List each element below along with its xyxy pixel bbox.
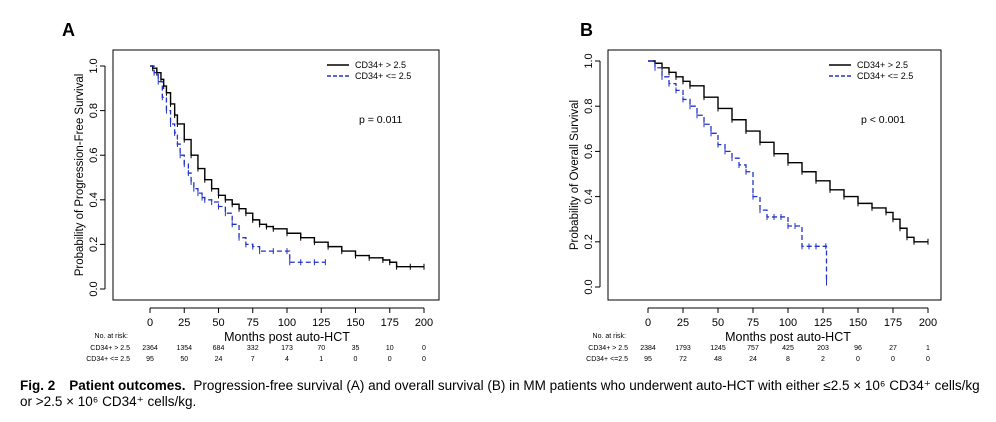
y-tick-label: 0.0 bbox=[88, 281, 100, 296]
x-axis-title: Months post auto-HCT bbox=[725, 330, 851, 344]
y-tick-label: 0.2 bbox=[583, 234, 595, 249]
y-tick-label: 0.8 bbox=[88, 103, 100, 118]
risk-value: 332 bbox=[247, 345, 259, 352]
risk-value: 72 bbox=[679, 356, 687, 363]
risk-value: 0 bbox=[891, 356, 895, 363]
risk-value: 0 bbox=[422, 345, 426, 352]
x-tick-label: 200 bbox=[919, 317, 937, 329]
caption-text: Progression-free survival (A) and overal… bbox=[20, 378, 980, 409]
risk-value: 10 bbox=[386, 345, 394, 352]
risk-value: 0 bbox=[354, 356, 358, 363]
plot-frame bbox=[607, 49, 942, 301]
y-axis-title: Probability of Progression-Free Survival bbox=[74, 74, 86, 277]
panel-b-chart: B0.00.20.40.60.81.00 25 50 75 100 125 150 175 20… bbox=[569, 20, 942, 363]
y-tick-label: 1.0 bbox=[583, 53, 595, 68]
risk-value: 24 bbox=[215, 356, 223, 363]
risk-value: 95 bbox=[644, 356, 652, 363]
x-tick-label: 0 bbox=[645, 317, 651, 329]
y-tick-label: 0.2 bbox=[88, 237, 100, 252]
risk-value: 2364 bbox=[142, 345, 158, 352]
risk-value: 95 bbox=[146, 356, 154, 363]
risk-value: 173 bbox=[281, 345, 293, 352]
series-line-low bbox=[648, 60, 828, 283]
x-axis-title: Months post auto-HCT bbox=[224, 330, 350, 344]
x-tick-label: 0 bbox=[147, 317, 153, 329]
risk-value: 96 bbox=[854, 345, 862, 352]
x-tick-label: 50 bbox=[212, 317, 224, 329]
caption-title: Patient outcomes. bbox=[69, 378, 186, 393]
x-tick-label: 75 bbox=[247, 317, 259, 329]
risk-table-title: No. at risk: bbox=[95, 333, 129, 340]
risk-value: 70 bbox=[317, 345, 325, 352]
y-tick-label: 0.0 bbox=[583, 279, 595, 294]
risk-value: 0 bbox=[422, 356, 426, 363]
legend-label: CD34+ <= 2.5 bbox=[857, 71, 913, 81]
x-tick-label: 25 bbox=[178, 317, 190, 329]
panel-label: A bbox=[62, 20, 75, 40]
figure-caption: Fig. 2 Patient outcomes. Progression-free… bbox=[20, 378, 980, 410]
x-tick-label: 100 bbox=[278, 317, 296, 329]
risk-value: 1793 bbox=[675, 345, 691, 352]
risk-value: 7 bbox=[251, 356, 255, 363]
risk-value: 1 bbox=[319, 356, 323, 363]
risk-table-title: No. at risk: bbox=[593, 333, 627, 340]
series-line-high bbox=[648, 60, 928, 243]
risk-value: 0 bbox=[388, 356, 392, 363]
y-tick-label: 0.6 bbox=[583, 144, 595, 159]
risk-value: 0 bbox=[856, 356, 860, 363]
x-tick-label: 150 bbox=[346, 317, 364, 329]
risk-value: 757 bbox=[747, 345, 759, 352]
risk-value: 24 bbox=[749, 356, 757, 363]
risk-value: 203 bbox=[817, 345, 829, 352]
y-tick-label: 0.4 bbox=[88, 192, 100, 207]
risk-value: 4 bbox=[285, 356, 289, 363]
panel-label: B bbox=[580, 20, 593, 40]
legend-label: CD34+ <= 2.5 bbox=[355, 71, 411, 81]
y-tick-label: 0.4 bbox=[583, 189, 595, 204]
y-tick-label: 1.0 bbox=[88, 58, 100, 73]
p-value-annotation: p < 0.001 bbox=[861, 114, 905, 126]
y-tick-label: 0.6 bbox=[88, 148, 100, 163]
risk-value: 0 bbox=[926, 356, 930, 363]
plot-frame bbox=[112, 49, 440, 301]
risk-row-label: CD34+ > 2.5 bbox=[90, 345, 130, 352]
risk-row-label: CD34+ <=2.5 bbox=[586, 356, 628, 363]
series-line-low bbox=[150, 65, 326, 263]
risk-value: 27 bbox=[889, 345, 897, 352]
risk-row-label: CD34+ <= 2.5 bbox=[86, 356, 130, 363]
y-axis-title: Probability of Overall Survival bbox=[569, 100, 581, 250]
x-tick-label: 100 bbox=[779, 317, 797, 329]
x-tick-label: 25 bbox=[677, 317, 689, 329]
risk-value: 425 bbox=[782, 345, 794, 352]
risk-value: 684 bbox=[213, 345, 225, 352]
legend-label: CD34+ > 2.5 bbox=[355, 60, 406, 70]
x-tick-label: 175 bbox=[381, 317, 399, 329]
caption-fig-label: Fig. 2 bbox=[20, 378, 56, 393]
risk-value: 48 bbox=[714, 356, 722, 363]
y-tick-label: 0.8 bbox=[583, 99, 595, 114]
risk-value: 2384 bbox=[640, 345, 656, 352]
risk-value: 50 bbox=[180, 356, 188, 363]
risk-row-label: CD34+ > 2.5 bbox=[588, 345, 628, 352]
series-line-high bbox=[150, 65, 424, 268]
panel-a-chart: A0.00.20.40.60.81.00 25 50 75 100 125 150 175 20… bbox=[62, 20, 440, 363]
risk-value: 1354 bbox=[176, 345, 192, 352]
legend-label: CD34+ > 2.5 bbox=[857, 60, 908, 70]
risk-value: 35 bbox=[352, 345, 360, 352]
risk-value: 1 bbox=[926, 345, 930, 352]
x-tick-label: 175 bbox=[884, 317, 902, 329]
risk-value: 8 bbox=[786, 356, 790, 363]
x-tick-label: 75 bbox=[747, 317, 759, 329]
x-tick-label: 125 bbox=[814, 317, 832, 329]
x-tick-label: 50 bbox=[712, 317, 724, 329]
risk-value: 2 bbox=[821, 356, 825, 363]
x-tick-label: 200 bbox=[415, 317, 433, 329]
risk-value: 1245 bbox=[710, 345, 726, 352]
x-tick-label: 150 bbox=[849, 317, 867, 329]
p-value-annotation: p = 0.011 bbox=[359, 114, 402, 126]
x-tick-label: 125 bbox=[312, 317, 330, 329]
